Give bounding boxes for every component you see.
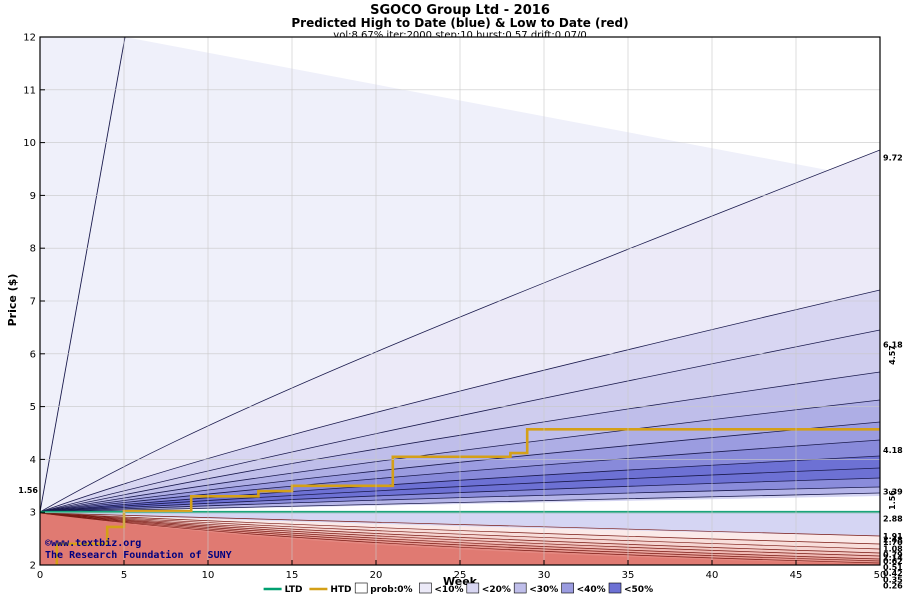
ltd-final-label: 1.56 bbox=[888, 490, 897, 510]
x-tick-label: 0 bbox=[37, 570, 43, 581]
contour-high-4 bbox=[40, 371, 880, 513]
x-tick-label: 25 bbox=[454, 570, 467, 581]
x-tick-label: 50 bbox=[874, 570, 887, 581]
chart-legend: LTD HTD prob:0% <10% <20% <30% <40% <50% bbox=[263, 582, 653, 595]
contour-high-6 bbox=[40, 421, 880, 513]
y-tick-label: 11 bbox=[23, 85, 36, 96]
contour-high-8 bbox=[40, 455, 880, 513]
right-value-label: 0.62 bbox=[883, 557, 903, 566]
x-tick-label: 15 bbox=[286, 570, 299, 581]
legend-swatch bbox=[419, 582, 432, 594]
right-value-label: 0.51 bbox=[883, 563, 903, 572]
contour-high-3 bbox=[40, 329, 880, 513]
contour-high-2 bbox=[40, 289, 880, 513]
x-axis-ticks: 0 5 10 15 20 25 30 35 40 45 50 bbox=[37, 560, 887, 581]
y-tick-label: 5 bbox=[30, 402, 36, 413]
legend-label: prob:0% bbox=[370, 585, 412, 595]
y-axis-ticks: 2 3 4 5 6 7 8 9 10 11 12 bbox=[23, 33, 45, 572]
right-value-label: 6.18 bbox=[883, 340, 903, 349]
legend-swatch bbox=[466, 582, 480, 594]
contour-low-3 bbox=[40, 512, 880, 550]
legend-swatch bbox=[561, 582, 574, 594]
contour-high-1 bbox=[40, 149, 880, 513]
right-value-label: 1.08 bbox=[883, 544, 903, 553]
x-tick-label: 10 bbox=[202, 570, 215, 581]
y-tick-label: 7 bbox=[30, 297, 36, 308]
legend-label: HTD bbox=[330, 585, 351, 595]
right-value-label: 4.18 bbox=[883, 446, 903, 455]
legend-label: <10% bbox=[434, 585, 463, 595]
legend-label: <30% bbox=[529, 585, 558, 595]
right-value-label: 3.39 bbox=[883, 488, 903, 497]
contour-low-7 bbox=[40, 512, 880, 562]
x-tick-label: 30 bbox=[538, 570, 551, 581]
contour-low-5 bbox=[40, 512, 880, 557]
right-value-label: 0.26 bbox=[883, 582, 903, 591]
right-value-label: 1.70 bbox=[883, 538, 903, 547]
watermark-org: The Research Foundation of SUNY bbox=[45, 549, 232, 561]
right-value-label: 2.88 bbox=[883, 515, 903, 524]
right-value-labels: 9.72 6.18 4.18 3.39 2.88 2.48 2.14 1.911.701.08… bbox=[883, 153, 903, 590]
y-tick-label: 10 bbox=[23, 138, 36, 149]
x-tick-label: 45 bbox=[790, 570, 803, 581]
contour-high-edge bbox=[40, 37, 126, 513]
legend-swatch bbox=[513, 582, 527, 594]
right-value-label: 2.48 bbox=[883, 536, 903, 545]
chart-subtitle: Predicted High to Date (blue) & Low to D… bbox=[291, 16, 628, 30]
contour-high-11 bbox=[40, 486, 880, 513]
start-price-label: 1.56 bbox=[18, 486, 38, 495]
legend-label: <20% bbox=[482, 585, 511, 595]
legend-label: LTD bbox=[285, 585, 303, 595]
y-tick-label: 4 bbox=[30, 455, 36, 466]
chart-title: SGOCO Group Ltd - 2016 bbox=[370, 3, 550, 18]
right-value-label: 0.79 bbox=[883, 551, 903, 560]
contour-high-10 bbox=[40, 477, 880, 513]
htd-final-label: 4.57 bbox=[888, 345, 897, 365]
y-axis-label: Price ($) bbox=[6, 274, 19, 327]
x-tick-label: 5 bbox=[121, 570, 127, 581]
y-tick-label: 8 bbox=[30, 244, 36, 255]
gridlines bbox=[40, 37, 880, 565]
contour-low-6 bbox=[40, 512, 880, 560]
watermark-site: ©www.textbiz.org bbox=[45, 537, 141, 549]
right-value-label: 1.91 bbox=[883, 532, 903, 541]
x-tick-label: 35 bbox=[622, 570, 635, 581]
x-tick-label: 20 bbox=[370, 570, 383, 581]
y-tick-label: 12 bbox=[23, 33, 36, 44]
contour-low-8 bbox=[40, 512, 880, 564]
contour-high-9 bbox=[40, 467, 880, 513]
right-value-label: 0.35 bbox=[883, 575, 903, 584]
chart-params: vol:8.67% iter:2000 step:10 hurst:0.57 d… bbox=[333, 30, 586, 41]
legend-swatch bbox=[354, 582, 368, 594]
right-value-label: 0.42 bbox=[883, 569, 903, 578]
band-low-50 bbox=[40, 513, 880, 565]
x-tick-label: 40 bbox=[706, 570, 719, 581]
y-tick-label: 2 bbox=[30, 561, 36, 572]
contour-low-4 bbox=[40, 512, 880, 554]
legend-label: <50% bbox=[624, 585, 653, 595]
y-tick-label: 3 bbox=[30, 508, 36, 519]
right-value-label: 2.14 bbox=[883, 554, 903, 563]
legend-swatch bbox=[608, 582, 622, 594]
right-value-label: 9.72 bbox=[883, 153, 903, 162]
y-tick-label: 9 bbox=[30, 191, 36, 202]
contour-low-2 bbox=[40, 512, 880, 545]
series-htd-line bbox=[55, 428, 880, 565]
legend-label: <40% bbox=[577, 585, 606, 595]
y-tick-label: 6 bbox=[30, 349, 36, 360]
contour-high-7 bbox=[40, 439, 880, 513]
contour-high-5 bbox=[40, 399, 880, 513]
